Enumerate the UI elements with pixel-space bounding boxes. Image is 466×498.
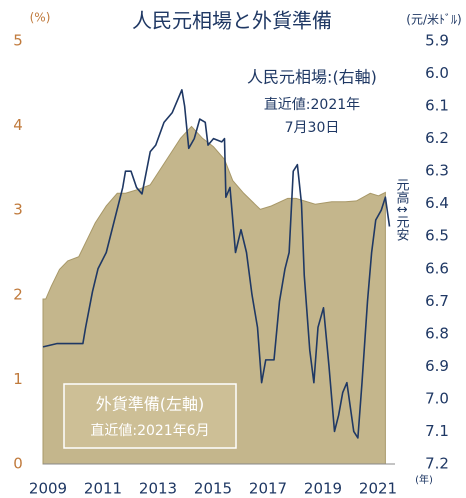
chart-title: 人民元相場と外貨準備 — [132, 9, 332, 33]
y-tick-label: 3 — [13, 201, 23, 219]
y2-tick-label: 6.3 — [425, 162, 449, 180]
x-tick-label: 2009 — [29, 480, 67, 498]
reserve-box — [63, 383, 237, 449]
reserve-label: 外貨準備(左軸) — [96, 395, 205, 414]
y-tick-label: 5 — [13, 32, 23, 50]
y2-tick-label: 6.5 — [425, 227, 449, 245]
y2-tick-label: 6.0 — [425, 64, 449, 82]
y2-tick-label: 6.6 — [425, 259, 449, 277]
x-unit: (年) — [415, 473, 433, 486]
x-tick-label: 2015 — [194, 480, 232, 498]
y-unit: (%) — [30, 11, 51, 25]
x-tick-label: 2013 — [139, 480, 177, 498]
rate-line — [42, 89, 391, 439]
y2-tick-label: 7.1 — [425, 422, 449, 440]
y2-tick-label: 6.2 — [425, 129, 449, 147]
annotation: 7月30日 — [285, 120, 340, 136]
y-tick-label: 2 — [13, 285, 23, 303]
direction-label: 元高↕元安 — [394, 178, 410, 241]
y-tick-label: 1 — [13, 370, 23, 388]
y-tick-label: 0 — [13, 455, 23, 473]
x-tick-label: 2011 — [84, 480, 122, 498]
x-tick-label: 2021 — [359, 480, 397, 498]
y2-tick-label: 6.7 — [425, 292, 449, 310]
x-tick-label: 2017 — [249, 480, 287, 498]
reserve-label: 直近値:2021年6月 — [90, 422, 209, 439]
y2-tick-label: 6.1 — [425, 97, 449, 115]
y2-tick-label: 5.9 — [425, 32, 449, 50]
y2-tick-label: 7.2 — [425, 455, 449, 473]
y2-tick-label: 6.9 — [425, 357, 449, 375]
annotation: 直近値:2021年 — [264, 96, 360, 113]
y2-tick-label: 6.4 — [425, 194, 449, 212]
x-tick-label: 2019 — [304, 480, 342, 498]
y2-unit: (元/米ﾄﾞﾙ) — [406, 13, 461, 27]
annotation: 人民元相場:(右軸) — [247, 68, 377, 87]
y-tick-label: 4 — [13, 116, 23, 134]
y2-tick-label: 7.0 — [425, 389, 449, 407]
y2-tick-label: 6.8 — [425, 324, 449, 342]
